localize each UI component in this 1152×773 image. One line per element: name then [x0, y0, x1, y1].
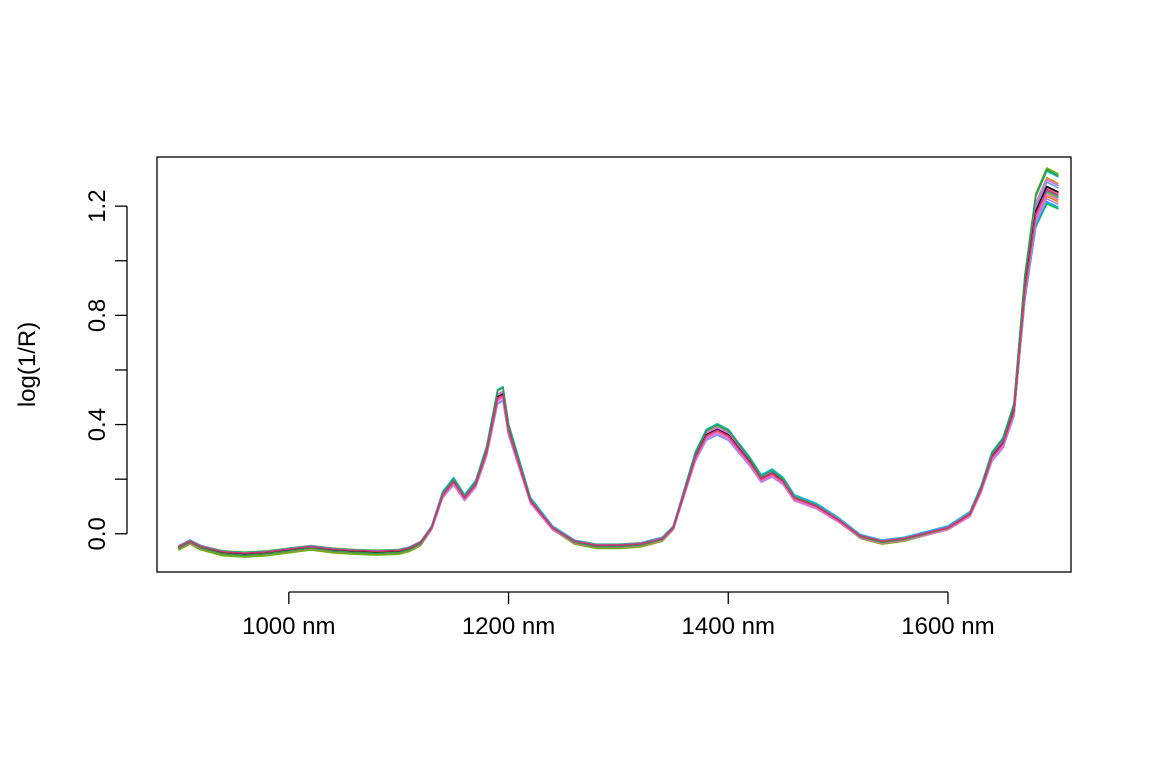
- x-tick-label: 1000 nm: [242, 613, 335, 640]
- y-axis-label: log(1/R): [14, 322, 41, 407]
- series-line-4: [178, 191, 1059, 554]
- series-line-6: [178, 202, 1059, 554]
- series-line-7: [178, 179, 1059, 556]
- x-tick-label: 1600 nm: [901, 613, 994, 640]
- series-line-12: [178, 198, 1059, 556]
- y-tick-label: 1.2: [84, 189, 111, 222]
- series-line-17: [178, 168, 1059, 557]
- series-line-1: [178, 186, 1059, 556]
- x-tick-label: 1400 nm: [682, 613, 775, 640]
- series-line-15: [178, 187, 1059, 557]
- y-tick-label: 0.0: [84, 517, 111, 550]
- y-tick-label: 0.4: [84, 408, 111, 441]
- series-line-9: [178, 170, 1059, 554]
- y-axis: 0.0 0.4 0.8 1.2: [84, 189, 128, 550]
- y-tick-label: 0.8: [84, 299, 111, 332]
- series-line-5: [178, 167, 1059, 558]
- series-line-14: [178, 193, 1059, 555]
- series-layer: [178, 167, 1059, 558]
- x-tick-label: 1200 nm: [462, 613, 555, 640]
- series-line-3: [178, 176, 1059, 557]
- series-line-8: [178, 190, 1059, 556]
- series-line-13: [178, 178, 1059, 555]
- series-line-10: [178, 200, 1059, 556]
- series-line-16: [178, 185, 1059, 555]
- series-line-18: [178, 188, 1059, 555]
- plot-frame: [156, 156, 1072, 573]
- series-line-11: [178, 181, 1059, 554]
- series-line-2: [178, 195, 1059, 554]
- x-axis: 1000 nm 1200 nm 1400 nm 1600 nm: [242, 591, 995, 640]
